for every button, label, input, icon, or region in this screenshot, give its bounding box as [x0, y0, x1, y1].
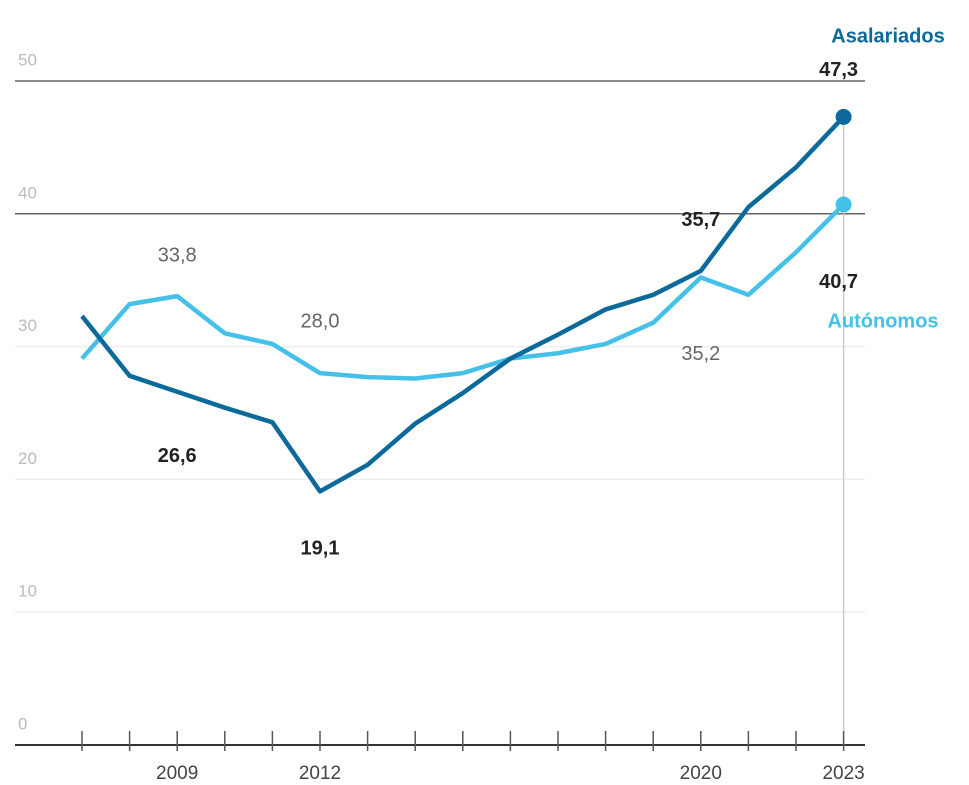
x-tick-label: 2023: [822, 763, 864, 784]
value-label: 47,3: [819, 59, 858, 81]
y-tick-label: 10: [18, 582, 37, 601]
legend-label: Autónomos: [827, 310, 938, 332]
x-tick-label: 2009: [156, 763, 198, 784]
value-label: 33,8: [158, 244, 197, 266]
x-tick-label: 2020: [680, 763, 722, 784]
series-line: [80, 115, 846, 494]
y-tick-label: 20: [18, 449, 37, 468]
value-label: 26,6: [158, 445, 197, 467]
value-label: 28,0: [301, 310, 340, 332]
value-label: 35,7: [681, 209, 720, 231]
value-label: 35,2: [681, 343, 720, 365]
y-tick-label: 40: [18, 183, 37, 202]
legend-label: Asalariados: [831, 25, 944, 47]
end-dot: [835, 108, 852, 125]
y-tick-label: 0: [18, 714, 27, 733]
value-label: 40,7: [819, 271, 858, 293]
y-tick-label: 50: [18, 50, 37, 69]
series-line: [80, 202, 846, 381]
x-tick-label: 2012: [299, 763, 341, 784]
value-label: 19,1: [301, 538, 340, 560]
y-tick-label: 30: [18, 316, 37, 335]
end-dot: [835, 196, 852, 213]
